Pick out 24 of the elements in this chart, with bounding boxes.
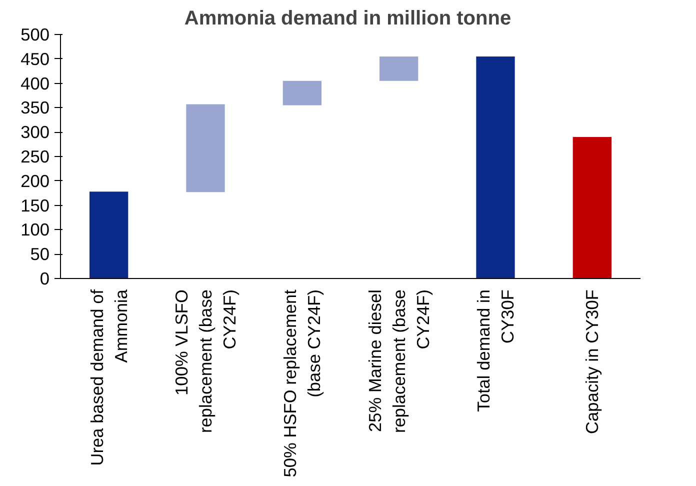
y-tick-label: 450: [20, 48, 50, 69]
x-tick-label: 100% VLSFO replacement (base CY24F): [172, 289, 240, 434]
x-tick-label: 50% HSFO replacement (base CY24F): [280, 289, 324, 478]
y-tick-label: 150: [20, 195, 50, 216]
y-tick-label: 250: [20, 146, 50, 166]
y-tick-label: 100: [20, 220, 50, 240]
x-tick-label: Urea based demand of Ammonia: [86, 289, 131, 466]
y-tick-label: 300: [20, 122, 50, 142]
chart-title: Ammonia demand in million tonne: [184, 8, 512, 30]
bar: [282, 80, 322, 106]
y-tick-label: 50: [30, 244, 50, 264]
y-tick-label: 350: [20, 98, 50, 118]
y-tick-label: 400: [20, 73, 50, 94]
y-tick-label: 200: [20, 170, 50, 191]
bar: [572, 136, 612, 278]
x-tick-label: Total demand in CY30F: [474, 289, 518, 412]
bar: [380, 56, 418, 81]
y-tick-label: 500: [20, 24, 50, 44]
y-tick-label: 0: [40, 268, 50, 288]
bar: [476, 56, 515, 278]
x-tick-label: Capacity in CY30F: [582, 289, 602, 434]
x-tick-label: 25% Marine diesel replacement (base CY24F): [364, 289, 433, 434]
bar: [186, 104, 225, 192]
bar: [90, 192, 128, 278]
